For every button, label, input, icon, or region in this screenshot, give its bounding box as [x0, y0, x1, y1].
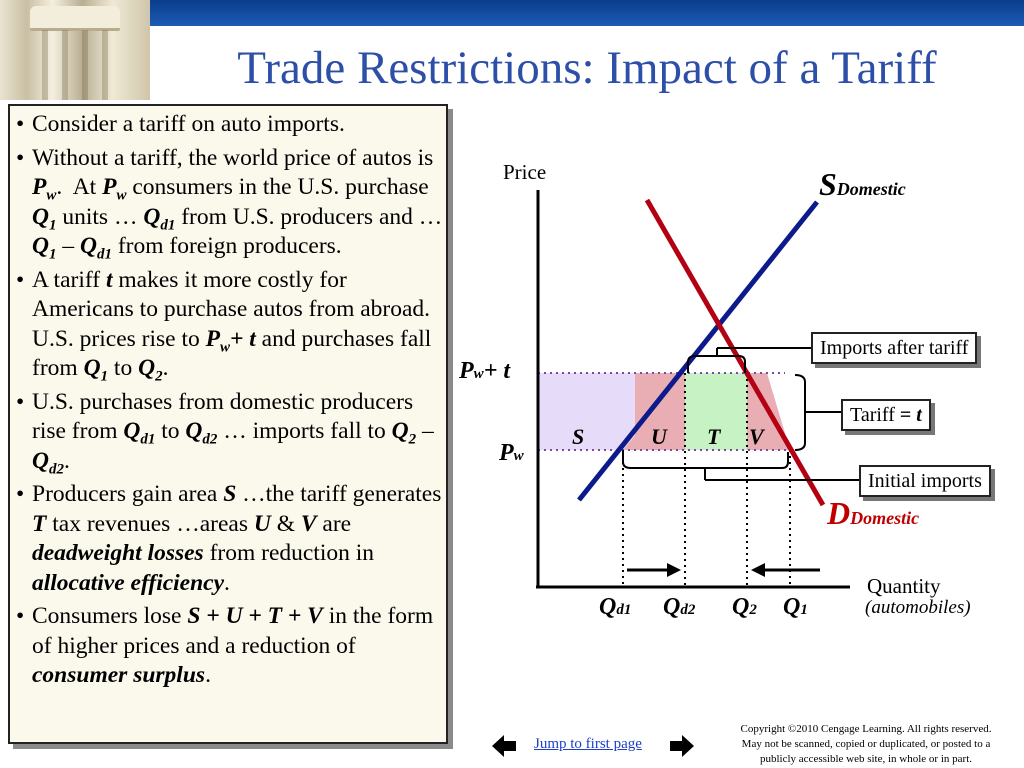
demand-label-sub: Domestic [850, 508, 920, 528]
pillar-capital [30, 6, 120, 31]
bullet-text: Producers gain area S …the tariff genera… [32, 481, 442, 596]
x-axis-label: Quantity [867, 574, 941, 598]
supply-label-main: S [819, 166, 837, 202]
qd1-main: Q [599, 594, 617, 620]
area-label-s: S [572, 424, 585, 449]
bullet-1: • Consider a tariff on auto imports. [16, 111, 345, 137]
area-label-t: T [707, 424, 721, 449]
header-stripe [0, 0, 1024, 26]
nav-arrows-svg [492, 735, 694, 757]
tariff-bracket [794, 374, 806, 451]
pillar-flute [82, 30, 88, 100]
jump-to-first-page-link[interactable]: Jump to first page [534, 736, 642, 752]
area-u-fill [635, 373, 685, 450]
bullet-text: A tariff t makes it more costly for Amer… [32, 266, 436, 385]
quantity-label-q2: Q2 [732, 594, 757, 621]
diagram-svg [536, 190, 859, 589]
copyright-notice: Copyright ©2010 Cengage Learning. All ri… [715, 722, 1017, 767]
bullet-text: Consumers lose S + U + T + V in the form… [32, 603, 434, 688]
q2-main: Q [732, 594, 750, 620]
copyright-line-2: May not be scanned, copied or duplicated… [741, 738, 991, 750]
tariff-diagram: Price Quantity (automobiles) SDomestic D… [455, 150, 1024, 640]
bullet-text: Without a tariff, the world price of aut… [32, 144, 443, 263]
y-axis-label: Price [503, 160, 547, 184]
explanation-textbox: • Consider a tariff on auto imports. • Wit… [8, 104, 448, 744]
pillar-flute [42, 30, 48, 100]
initial-imports-callout: Initial imports [859, 465, 991, 497]
pillar-flute [62, 30, 68, 100]
pillar-image [0, 0, 150, 100]
price-high-main: P [459, 358, 474, 384]
bullet-6: • Consumers lose S + U + T + V in the for… [16, 603, 434, 688]
demand-curve [644, 198, 826, 507]
quantity-label-qd1: Qd1 [599, 594, 631, 621]
quantity-label-qd2: Qd2 [663, 594, 695, 621]
demand-label-main: D [827, 495, 851, 531]
prev-arrow-icon[interactable] [492, 735, 516, 757]
bullet-3: • A tariff t makes it more costly for Ame… [16, 266, 436, 385]
area-label-u: U [651, 424, 667, 449]
qd1-sub: d1 [616, 602, 632, 618]
tariff-callout-eq: = [899, 404, 917, 426]
area-label-v: V [749, 424, 764, 449]
demand-label: DDomestic [827, 495, 919, 532]
price-low-main: P [499, 440, 514, 466]
qd2-sub: d2 [680, 602, 696, 618]
producer-arrowhead [667, 563, 681, 577]
tariff-callout-prefix: Tariff [850, 404, 900, 426]
consumer-arrowhead [751, 563, 765, 577]
price-low-sub: w [513, 448, 524, 464]
price-high-suffix: + t [483, 358, 511, 384]
imports-after-callout: Imports after tariff [811, 332, 978, 364]
next-arrow-icon[interactable] [670, 735, 694, 757]
bullet-4: • U.S. purchases from domestic producers … [16, 388, 434, 478]
slide-title: Trade Restrictions: Impact of a Tariff [237, 42, 937, 94]
price-high-label: Pw+ t [459, 358, 510, 385]
tariff-callout-t: t [916, 404, 922, 426]
x-axis-sublabel: (automobiles) [865, 597, 971, 618]
qd2-main: Q [663, 594, 681, 620]
pillar-flute [102, 30, 108, 100]
bullet-text: Consider a tariff on auto imports. [32, 111, 345, 137]
supply-curve [577, 200, 819, 502]
supply-label: SDomestic [819, 166, 906, 203]
bullet-5: • Producers gain area S …the tariff gener… [16, 481, 442, 596]
area-t [685, 373, 747, 450]
q1-sub: 1 [800, 602, 808, 618]
price-low-label: Pw [499, 440, 524, 467]
copyright-line-1: Copyright ©2010 Cengage Learning. All ri… [740, 723, 992, 735]
price-high-sub: w [473, 366, 484, 382]
q2-sub: 2 [749, 602, 757, 618]
tariff-callout: Tariff = t [841, 399, 931, 431]
bullet-2: • Without a tariff, the world price of au… [16, 144, 443, 263]
quantity-label-q1: Q1 [783, 594, 808, 621]
q1-main: Q [783, 594, 801, 620]
header-banner [0, 0, 1024, 100]
bullet-text: U.S. purchases from domestic producers r… [32, 388, 434, 478]
copyright-line-3: publicly accessible web site, in whole o… [760, 753, 972, 765]
supply-label-sub: Domestic [836, 179, 906, 199]
initial-imports-bracket [622, 452, 789, 469]
